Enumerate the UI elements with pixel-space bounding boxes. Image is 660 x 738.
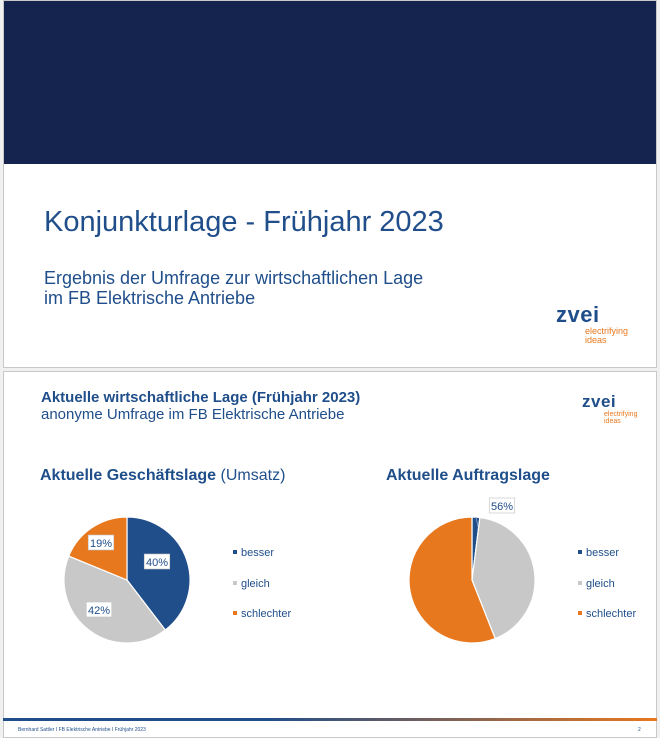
- slide-subtitle-line-1: Ergebnis der Umfrage zur wirtschaftliche…: [44, 268, 424, 288]
- legend-swatch: [578, 550, 582, 555]
- chart-slide-subtitle: anonyme Umfrage im FB Elektrische Antrie…: [41, 406, 345, 423]
- pie-slice-1-besser: [126, 516, 191, 631]
- zvei-logo-tagline-1: electrifying: [585, 326, 629, 336]
- zvei-logo: zvei electrifying ideas: [556, 303, 628, 345]
- svg-text:19%: 19%: [90, 538, 112, 550]
- legend-swatch: [578, 611, 582, 616]
- zvei-logo-word: zvei: [556, 302, 600, 327]
- legend-swatch: [233, 550, 237, 555]
- pie-data-label-1-besser: 40%: [143, 553, 171, 570]
- legend-label: schlechter: [241, 608, 292, 620]
- pie-slice-2-gleich: [471, 516, 536, 640]
- legend-label: gleich: [241, 578, 270, 590]
- slide-subtitle-line-2: im FB Elektrische Antriebe: [44, 288, 256, 308]
- zvei-logo-small-word: zvei: [582, 392, 617, 411]
- legend-swatch: [578, 581, 582, 586]
- title-slide: [3, 0, 657, 368]
- pie-data-label-1-schlechter: 19%: [87, 534, 115, 551]
- legend-swatch: [233, 611, 237, 616]
- footer-text: Bernhard Sattler I FB Elektrische Antrie…: [18, 727, 146, 733]
- title-banner: [4, 1, 656, 164]
- chart-title-geschaeftslage-bold: Aktuelle Geschäftslage: [40, 467, 217, 484]
- legend-item-gleich: gleich: [233, 577, 270, 591]
- legend-label: gleich: [586, 578, 615, 590]
- pie-data-label-1-gleich: 42%: [85, 601, 113, 618]
- pie-slice-2-schlechter: [408, 516, 496, 644]
- page-number: 2: [638, 727, 641, 733]
- slide-subtitle: Ergebnis der Umfrage zur wirtschaftliche…: [44, 268, 423, 308]
- pie-data-label-2-schlechter: 56%: [488, 497, 516, 514]
- legend-item-besser: besser: [233, 546, 274, 560]
- slide-title: Konjunkturlage - Frühjahr 2023: [44, 206, 444, 238]
- chart-slide-title: Aktuelle wirtschaftliche Lage (Frühjahr …: [41, 389, 361, 406]
- svg-text:40%: 40%: [146, 557, 168, 569]
- legend-item-schlechter: schlechter: [578, 607, 636, 621]
- zvei-logo-small: zvei electrifying ideas: [582, 392, 638, 426]
- chart-title-auftragslage: Aktuelle Auftragslage: [386, 467, 550, 485]
- legend-label: besser: [241, 547, 275, 559]
- zvei-logo-small-tagline-1: electrifying: [604, 411, 638, 418]
- zvei-logo-small-tagline-2: ideas: [604, 418, 621, 425]
- legend-swatch: [233, 581, 237, 586]
- legend-item-schlechter: schlechter: [233, 607, 291, 621]
- svg-text:56%: 56%: [491, 501, 513, 513]
- legend-item-besser: besser: [578, 546, 619, 560]
- svg-text:42%: 42%: [88, 605, 110, 617]
- chart-title-geschaeftslage-normal: (Umsatz): [216, 467, 286, 484]
- legend-label: schlechter: [586, 608, 637, 620]
- chart-title-auftragslage-bold: Aktuelle Auftragslage: [386, 467, 550, 484]
- legend-item-gleich: gleich: [578, 577, 615, 591]
- pie-slice-1-gleich: [63, 555, 167, 644]
- zvei-logo-tagline-2: ideas: [585, 335, 607, 345]
- chart-title-geschaeftslage: Aktuelle Geschäftslage (Umsatz): [40, 467, 285, 485]
- legend-label: besser: [586, 547, 620, 559]
- footer-bar: [3, 718, 657, 721]
